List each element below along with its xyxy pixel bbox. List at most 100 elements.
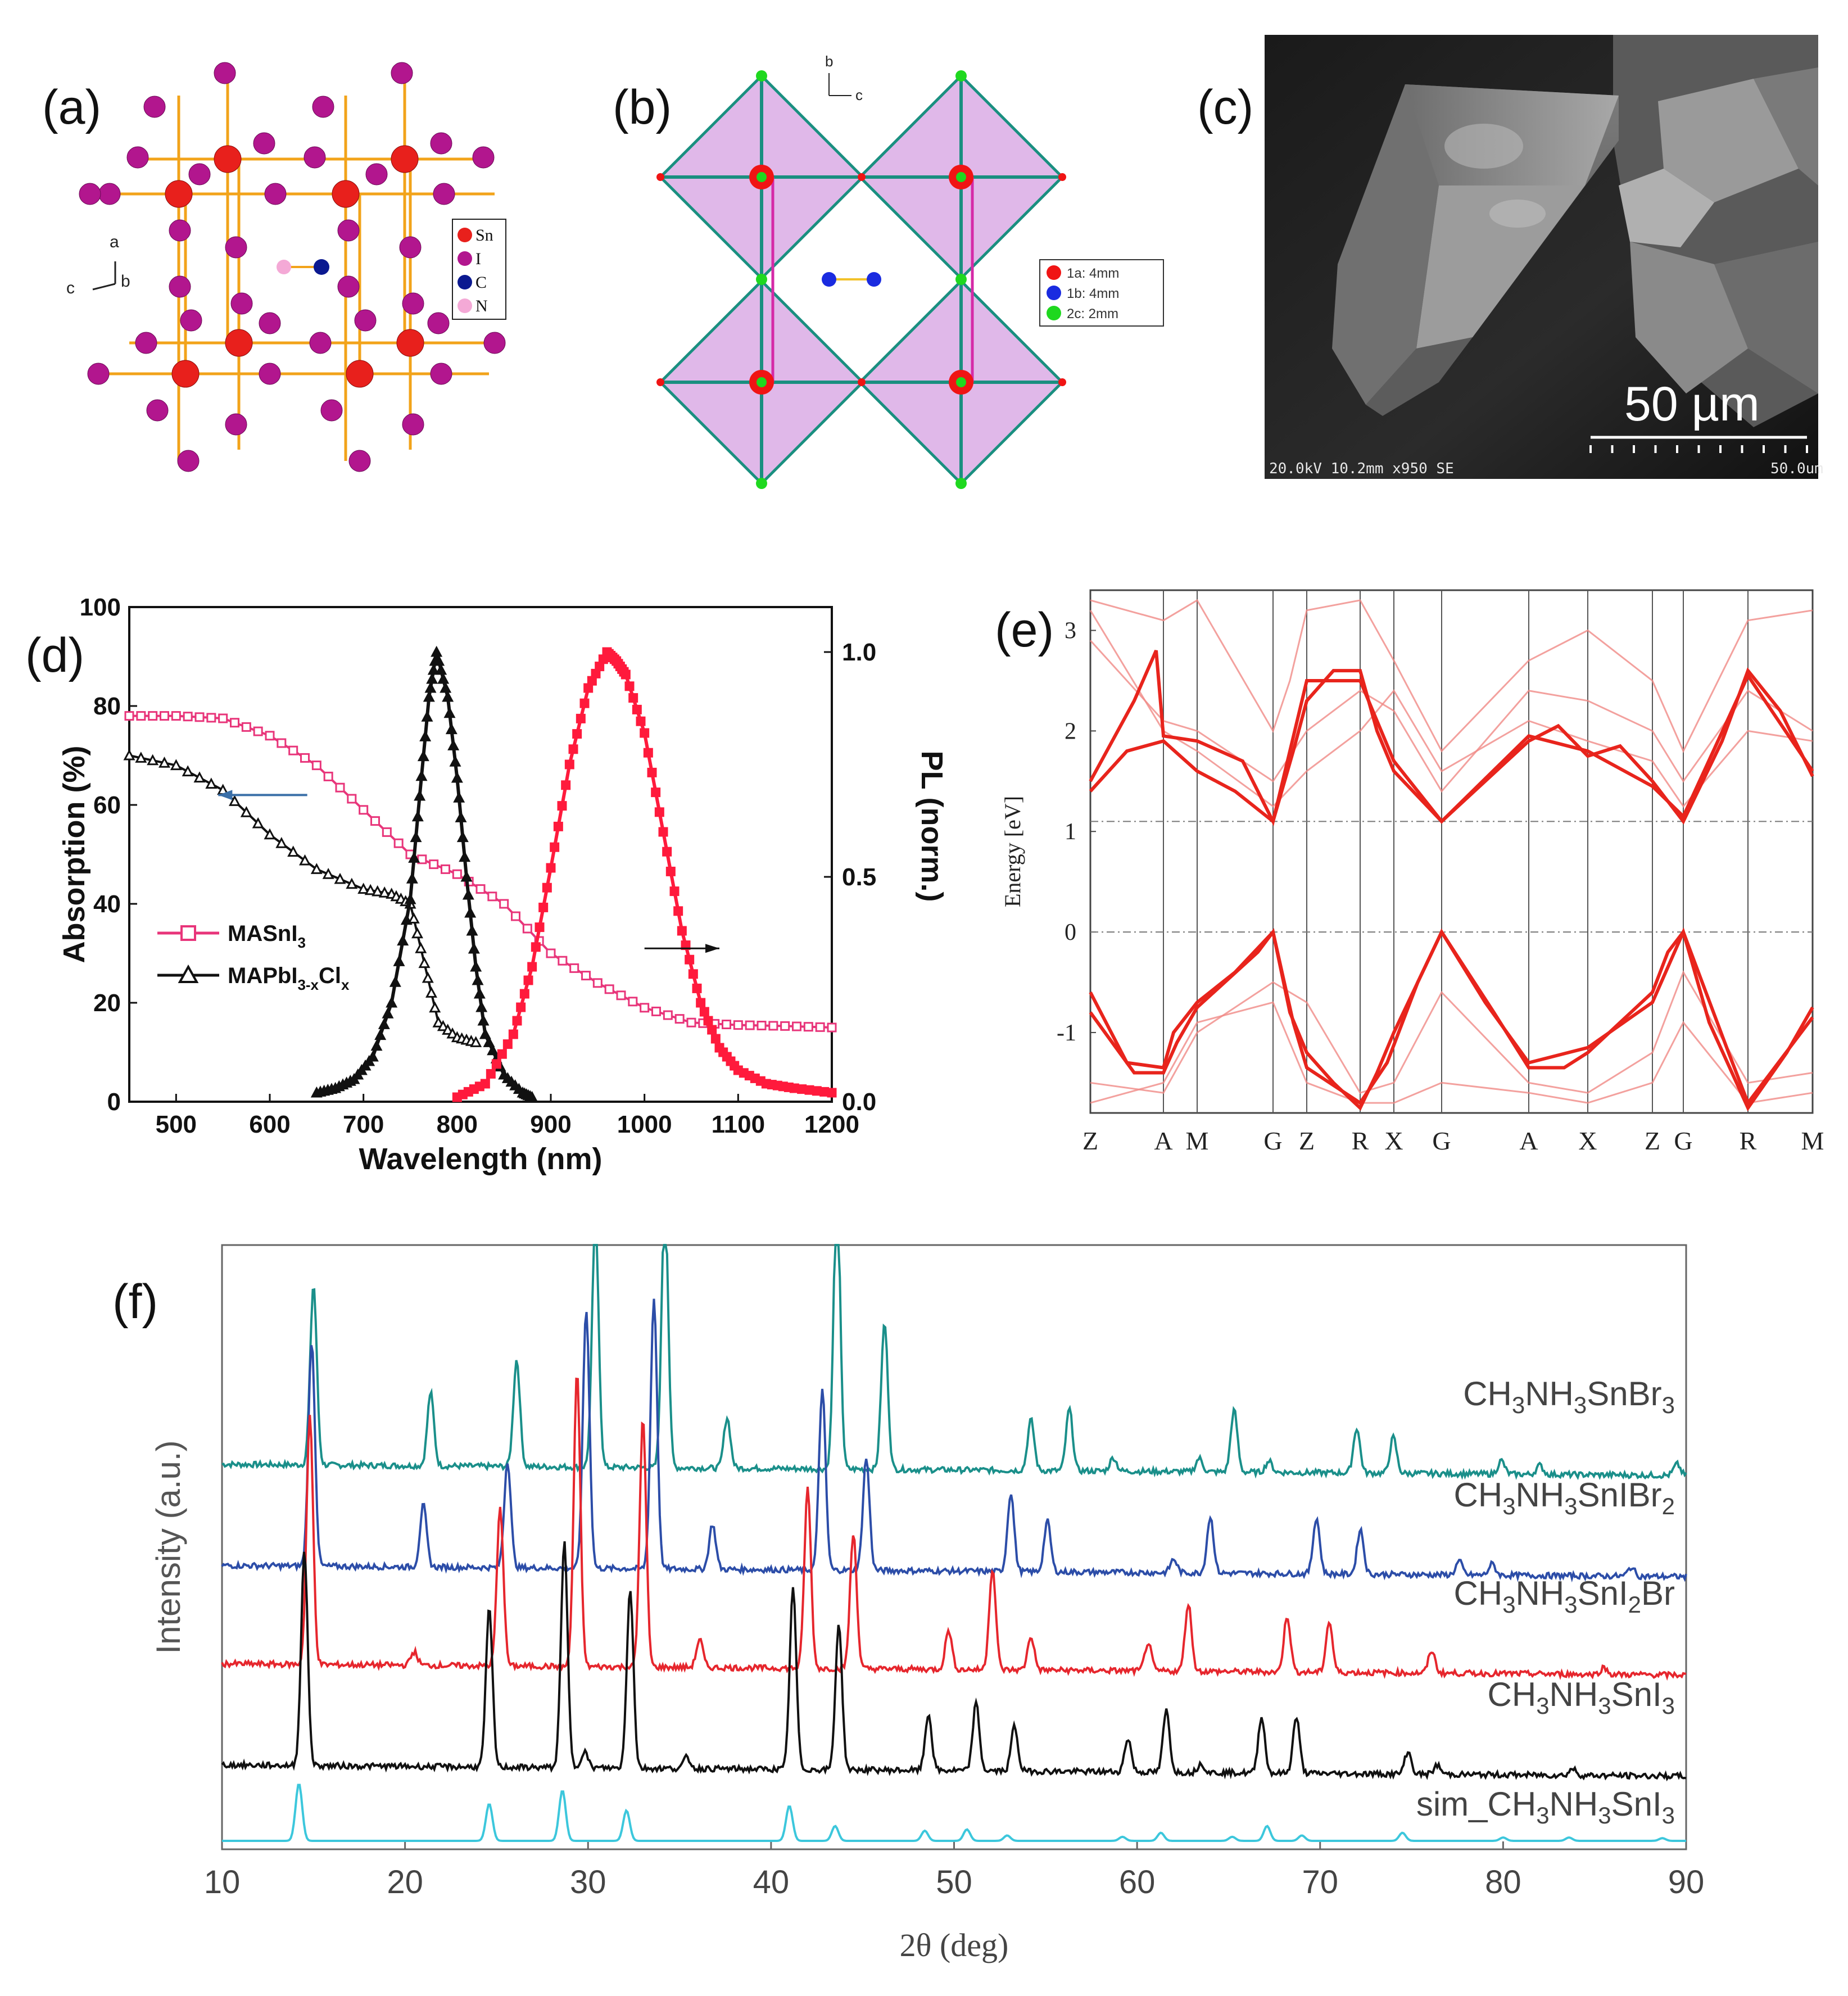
band-line — [1089, 650, 1814, 826]
data-point — [572, 729, 582, 739]
iodine-atom — [427, 312, 450, 334]
site-2c — [956, 377, 966, 387]
iodine-atom — [402, 292, 424, 315]
data-point — [364, 884, 377, 895]
x-tick-label: 60 — [1119, 1864, 1156, 1900]
panel-a-label: (a) — [42, 80, 101, 134]
data-point — [523, 975, 533, 985]
axes-triad-a: a b c — [66, 233, 130, 297]
data-point — [366, 1050, 379, 1062]
data-point — [397, 934, 409, 946]
tin-atom — [225, 329, 253, 357]
data-point — [359, 805, 369, 815]
x-tick-label: 20 — [387, 1864, 423, 1900]
series-label: sim_CH3NH3SnI3 — [1416, 1785, 1675, 1828]
iodine-atom — [320, 399, 343, 422]
data-point — [535, 922, 545, 933]
corner-atom — [656, 378, 664, 386]
axis-b-label: b — [121, 272, 130, 291]
legend-b-swatch — [1047, 306, 1061, 320]
data-point — [487, 1044, 499, 1056]
data-point — [447, 739, 460, 750]
iodine-atom — [188, 163, 211, 185]
band-line-minor — [1089, 640, 1813, 793]
x-axis-label: Wavelength (nm) — [359, 1142, 602, 1176]
axis-c-label: c — [66, 279, 75, 297]
data-point — [240, 806, 252, 817]
legend-a-swatch — [458, 298, 472, 313]
octahedra-structure-b — [656, 70, 1066, 489]
iodine-atom — [402, 413, 424, 436]
data-point — [569, 963, 579, 973]
iodine-atom — [169, 219, 191, 242]
axes-triad-b: b c — [825, 53, 863, 103]
panel-f: (f) 10 20 30 40 50 60 70 80 90 2θ (deg) Intensity … — [112, 1244, 1704, 1963]
panel-b-label: (b) — [613, 80, 672, 134]
legend-b-swatch — [1047, 265, 1061, 280]
data-point — [512, 1016, 522, 1026]
data-point — [206, 713, 216, 723]
data-point — [526, 1090, 538, 1102]
data-point — [669, 886, 680, 897]
data-point — [579, 698, 590, 708]
y2-axis-label: PL (norm.) — [915, 751, 949, 902]
legend-label: MAPbI3-xClx — [228, 963, 350, 993]
crystal-structure-a — [79, 62, 506, 472]
panel-d-label: (d) — [25, 628, 84, 682]
y2-tick-label: 0.0 — [842, 1088, 876, 1116]
iodine-atom — [337, 275, 360, 298]
y2-tick-label: 1.0 — [842, 639, 876, 666]
iodine-atom — [399, 236, 422, 259]
x-tick-label: 800 — [437, 1111, 478, 1138]
panel-d: (d) 500 600 700 800 900 1000 1100 1200 0 20 40 60 80… — [25, 594, 949, 1176]
site-2c — [956, 172, 966, 182]
data-point — [431, 645, 443, 657]
data-point — [346, 877, 358, 889]
data-point — [453, 791, 465, 803]
iodine-atom — [135, 332, 157, 354]
tin-atom — [396, 329, 424, 357]
x-tick-label: 80 — [1485, 1864, 1521, 1900]
data-point — [647, 767, 657, 777]
data-point — [437, 672, 450, 684]
data-point — [414, 789, 426, 801]
data-point — [722, 1020, 731, 1029]
data-point — [400, 913, 413, 925]
data-point — [640, 728, 650, 738]
data-point — [158, 757, 170, 768]
data-point — [123, 749, 135, 761]
data-point — [422, 971, 434, 983]
series-label: CH3NH3SnIBr2 — [1454, 1476, 1675, 1519]
data-point — [620, 669, 631, 680]
band-line — [1089, 667, 1814, 825]
data-point — [696, 998, 706, 1008]
panel-b: (b) b c 1a: 4mm 1b: 4mm 2c: 2mm — [613, 53, 1164, 489]
data-point — [218, 713, 228, 723]
data-point — [425, 986, 437, 998]
site-2c — [756, 70, 767, 82]
data-point — [411, 927, 423, 939]
data-point — [497, 1049, 507, 1059]
data-point — [264, 828, 276, 840]
data-point — [673, 906, 683, 916]
xrd-pattern — [221, 1541, 1687, 1782]
data-point — [780, 1021, 790, 1031]
iodine-atom — [230, 292, 253, 315]
data-point — [193, 771, 206, 783]
panel-e-label: (e) — [995, 603, 1054, 657]
k-point-label: R — [1740, 1126, 1757, 1155]
data-point — [636, 716, 646, 726]
data-point — [435, 663, 447, 675]
data-point — [311, 761, 321, 771]
x-tick-label: 1100 — [712, 1111, 765, 1138]
corner-atom — [858, 173, 866, 181]
data-point — [386, 996, 398, 1008]
data-point — [372, 885, 384, 897]
data-point — [335, 782, 345, 793]
iodine-atom — [225, 413, 247, 436]
data-point — [148, 711, 158, 721]
data-point — [382, 827, 392, 837]
carbon-atom — [314, 259, 329, 275]
data-point — [334, 872, 346, 884]
y-axis-label: Energy [eV] — [1000, 796, 1025, 907]
